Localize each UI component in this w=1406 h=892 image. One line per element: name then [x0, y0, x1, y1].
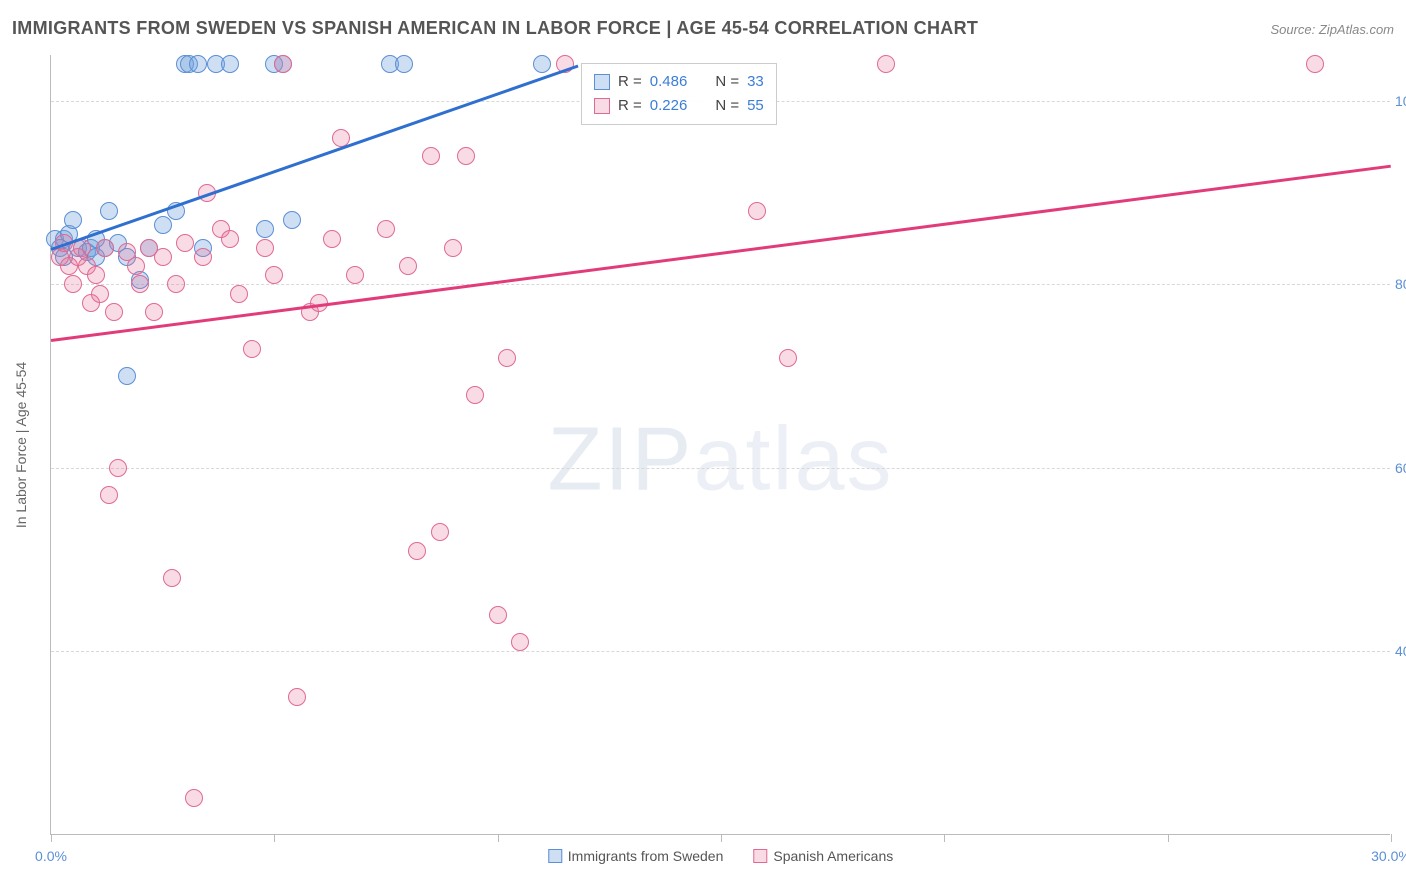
scatter-point-spanish: [127, 257, 145, 275]
legend-r-label: R =: [618, 70, 642, 94]
stats-legend: R = 0.486 N = 33 R = 0.226 N = 55: [581, 63, 777, 125]
chart-title: IMMIGRANTS FROM SWEDEN VS SPANISH AMERIC…: [12, 18, 978, 39]
x-tick: [944, 834, 945, 842]
scatter-point-spanish: [131, 275, 149, 293]
scatter-point-spanish: [511, 633, 529, 651]
trend-line-spanish: [51, 165, 1391, 342]
scatter-point-sweden: [395, 55, 413, 73]
scatter-point-spanish: [105, 303, 123, 321]
scatter-point-spanish: [145, 303, 163, 321]
scatter-point-spanish: [230, 285, 248, 303]
legend-n-value: 33: [747, 70, 764, 94]
scatter-point-spanish: [877, 55, 895, 73]
scatter-point-spanish: [466, 386, 484, 404]
title-bar: IMMIGRANTS FROM SWEDEN VS SPANISH AMERIC…: [12, 18, 1394, 39]
scatter-point-spanish: [100, 486, 118, 504]
y-axis-title: In Labor Force | Age 45-54: [13, 361, 29, 527]
series-label: Immigrants from Sweden: [568, 848, 724, 864]
scatter-point-spanish: [779, 349, 797, 367]
gridline: [51, 468, 1390, 469]
scatter-point-spanish: [288, 688, 306, 706]
legend-r-label: R =: [618, 94, 642, 118]
stats-legend-row: R = 0.226 N = 55: [594, 94, 764, 118]
scatter-point-spanish: [256, 239, 274, 257]
scatter-point-sweden: [533, 55, 551, 73]
scatter-point-sweden: [154, 216, 172, 234]
scatter-point-spanish: [91, 285, 109, 303]
source-label: Source: ZipAtlas.com: [1270, 22, 1394, 37]
scatter-point-spanish: [87, 266, 105, 284]
x-tick-label: 30.0%: [1371, 848, 1406, 864]
scatter-point-spanish: [498, 349, 516, 367]
gridline: [51, 284, 1390, 285]
scatter-point-spanish: [444, 239, 462, 257]
watermark: ZIPatlas: [547, 409, 893, 512]
scatter-point-spanish: [194, 248, 212, 266]
x-tick: [274, 834, 275, 842]
scatter-point-spanish: [176, 234, 194, 252]
scatter-point-spanish: [748, 202, 766, 220]
legend-n-value: 55: [747, 94, 764, 118]
x-tick-label: 0.0%: [35, 848, 67, 864]
scatter-point-spanish: [457, 147, 475, 165]
scatter-point-spanish: [377, 220, 395, 238]
y-tick-label: 100.0%: [1395, 93, 1406, 109]
scatter-point-spanish: [154, 248, 172, 266]
legend-marker-spanish-icon: [594, 98, 610, 114]
x-tick: [498, 834, 499, 842]
gridline: [51, 651, 1390, 652]
scatter-point-spanish: [243, 340, 261, 358]
scatter-point-spanish: [346, 266, 364, 284]
series-legend: Immigrants from Sweden Spanish Americans: [548, 848, 893, 864]
x-tick: [1391, 834, 1392, 842]
x-tick: [721, 834, 722, 842]
scatter-point-sweden: [189, 55, 207, 73]
scatter-point-sweden: [283, 211, 301, 229]
scatter-point-spanish: [64, 275, 82, 293]
legend-marker-spanish-icon: [753, 849, 767, 863]
scatter-point-sweden: [118, 367, 136, 385]
stats-legend-row: R = 0.486 N = 33: [594, 70, 764, 94]
y-tick-label: 60.0%: [1395, 460, 1406, 476]
y-tick-label: 80.0%: [1395, 276, 1406, 292]
legend-marker-sweden-icon: [594, 74, 610, 90]
scatter-point-spanish: [185, 789, 203, 807]
watermark-bold: ZIP: [547, 410, 693, 510]
scatter-point-sweden: [256, 220, 274, 238]
scatter-point-sweden: [221, 55, 239, 73]
x-tick: [1168, 834, 1169, 842]
series-label: Spanish Americans: [773, 848, 893, 864]
scatter-point-spanish: [422, 147, 440, 165]
y-tick-label: 40.0%: [1395, 643, 1406, 659]
legend-n-label: N =: [715, 70, 739, 94]
scatter-point-spanish: [109, 459, 127, 477]
scatter-point-spanish: [265, 266, 283, 284]
scatter-point-spanish: [1306, 55, 1324, 73]
scatter-point-spanish: [96, 239, 114, 257]
scatter-point-sweden: [100, 202, 118, 220]
series-legend-item: Immigrants from Sweden: [548, 848, 724, 864]
legend-marker-sweden-icon: [548, 849, 562, 863]
legend-n-label: N =: [715, 94, 739, 118]
scatter-point-spanish: [323, 230, 341, 248]
scatter-point-spanish: [221, 230, 239, 248]
scatter-point-spanish: [431, 523, 449, 541]
scatter-point-spanish: [408, 542, 426, 560]
watermark-thin: atlas: [693, 410, 893, 510]
scatter-point-spanish: [399, 257, 417, 275]
series-legend-item: Spanish Americans: [753, 848, 893, 864]
legend-r-value: 0.226: [650, 94, 688, 118]
scatter-point-spanish: [489, 606, 507, 624]
scatter-point-spanish: [163, 569, 181, 587]
legend-r-value: 0.486: [650, 70, 688, 94]
scatter-plot-area: In Labor Force | Age 45-54 ZIPatlas 40.0…: [50, 55, 1390, 835]
trend-line-sweden: [51, 64, 579, 250]
scatter-point-sweden: [64, 211, 82, 229]
scatter-point-spanish: [274, 55, 292, 73]
x-tick: [51, 834, 52, 842]
scatter-point-spanish: [167, 275, 185, 293]
